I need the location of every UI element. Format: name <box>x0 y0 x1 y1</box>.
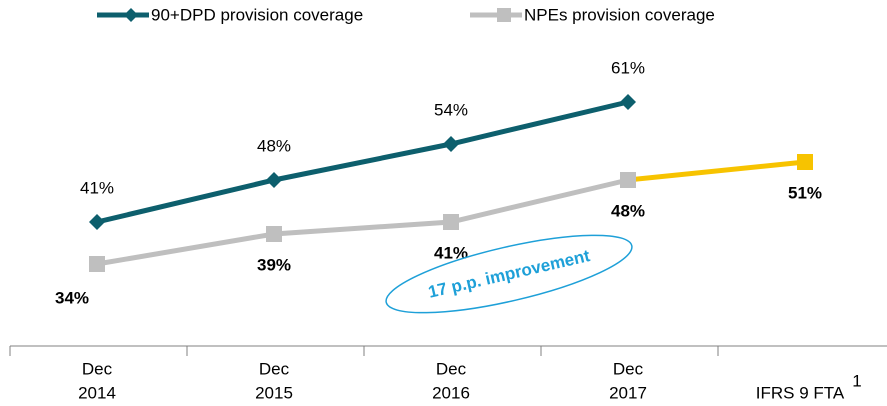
x-tick-label: 2014 <box>78 383 116 402</box>
point <box>89 214 105 230</box>
x-tick-label: 2015 <box>255 383 293 402</box>
point <box>797 154 813 170</box>
point <box>620 94 636 110</box>
x-tick-label: Dec <box>613 359 644 378</box>
x-tick-label: Dec <box>436 359 467 378</box>
x-tick-label: 2017 <box>609 383 647 402</box>
annotation-ellipse <box>385 234 633 314</box>
data-label: 54% <box>434 100 468 119</box>
line <box>96 99 629 225</box>
line <box>96 177 629 267</box>
data-label: 41% <box>80 178 114 197</box>
x-tick-label: IFRS 9 FTA <box>756 383 845 402</box>
legend-label: NPEs provision coverage <box>524 5 715 24</box>
x-tick-label: Dec <box>259 359 290 378</box>
point <box>620 172 636 188</box>
data-label: 48% <box>611 201 645 220</box>
data-label: 48% <box>257 136 291 155</box>
data-label: 39% <box>257 255 291 274</box>
data-label: 61% <box>611 58 645 77</box>
point <box>266 172 282 188</box>
line-highlight <box>627 159 806 183</box>
data-label: 41% <box>434 243 468 262</box>
data-label: 34% <box>55 288 89 307</box>
footnote-marker: 1 <box>852 371 861 390</box>
x-tick-label: 2016 <box>432 383 470 402</box>
data-label: 51% <box>788 183 822 202</box>
point <box>89 256 105 272</box>
point <box>443 214 459 230</box>
point <box>443 136 459 152</box>
point <box>266 226 282 242</box>
annotation: 17 p.p. improvement <box>385 234 633 314</box>
legend-marker <box>497 8 511 22</box>
legend-marker <box>124 8 138 22</box>
legend-label: 90+DPD provision coverage <box>151 5 363 24</box>
x-tick-label: Dec <box>82 359 113 378</box>
